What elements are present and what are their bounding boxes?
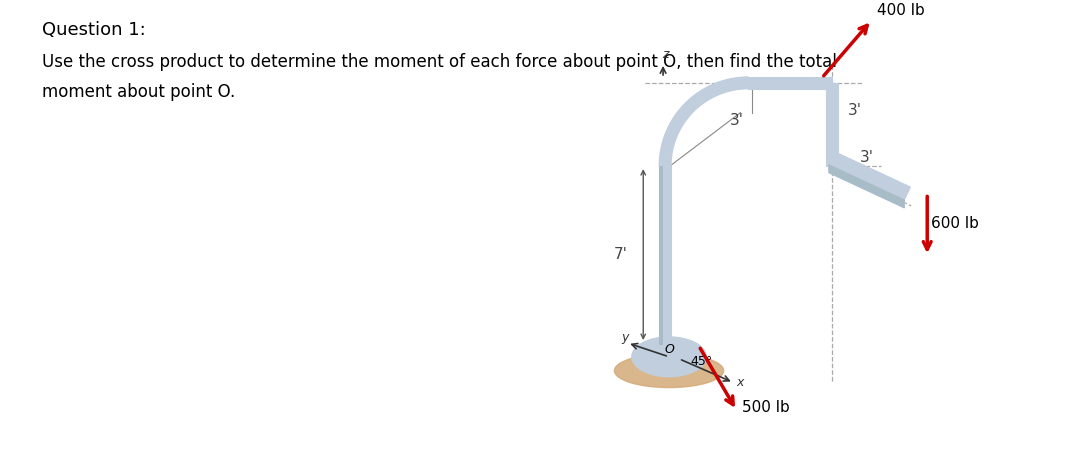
Polygon shape bbox=[659, 166, 663, 345]
Text: 400 lb: 400 lb bbox=[877, 3, 926, 19]
Text: x: x bbox=[737, 375, 744, 388]
Polygon shape bbox=[748, 77, 832, 89]
Ellipse shape bbox=[615, 354, 724, 388]
Text: 3': 3' bbox=[729, 113, 743, 127]
Text: 500 lb: 500 lb bbox=[742, 400, 791, 415]
Polygon shape bbox=[659, 166, 671, 345]
Text: z: z bbox=[662, 48, 669, 61]
Text: 3': 3' bbox=[860, 150, 874, 165]
Text: 7': 7' bbox=[613, 247, 627, 262]
Text: 600 lb: 600 lb bbox=[931, 216, 980, 231]
Polygon shape bbox=[828, 152, 910, 200]
Polygon shape bbox=[826, 83, 838, 166]
Text: Question 1:: Question 1: bbox=[42, 21, 146, 39]
Text: O: O bbox=[664, 343, 674, 356]
Text: moment about point O.: moment about point O. bbox=[42, 83, 235, 101]
Ellipse shape bbox=[632, 337, 706, 376]
Polygon shape bbox=[659, 77, 748, 166]
Text: 45°: 45° bbox=[691, 355, 713, 368]
Polygon shape bbox=[828, 165, 904, 208]
Text: Use the cross product to determine the moment of each force about point O, then : Use the cross product to determine the m… bbox=[42, 53, 837, 71]
Text: 3': 3' bbox=[848, 103, 862, 118]
Text: y: y bbox=[621, 331, 629, 344]
